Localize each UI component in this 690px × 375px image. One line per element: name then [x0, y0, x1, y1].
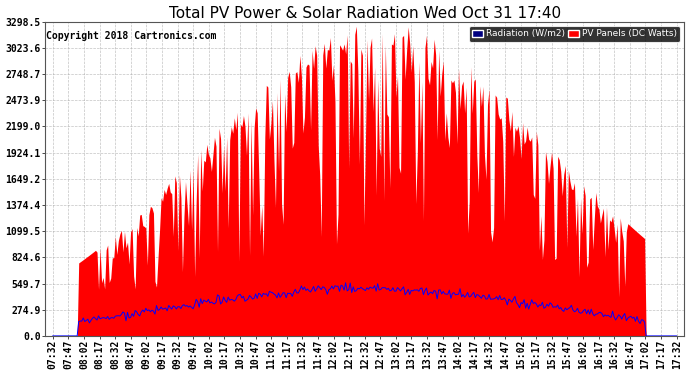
Text: Copyright 2018 Cartronics.com: Copyright 2018 Cartronics.com — [46, 31, 216, 41]
Legend: Radiation (W/m2), PV Panels (DC Watts): Radiation (W/m2), PV Panels (DC Watts) — [469, 26, 680, 42]
Title: Total PV Power & Solar Radiation Wed Oct 31 17:40: Total PV Power & Solar Radiation Wed Oct… — [168, 6, 561, 21]
